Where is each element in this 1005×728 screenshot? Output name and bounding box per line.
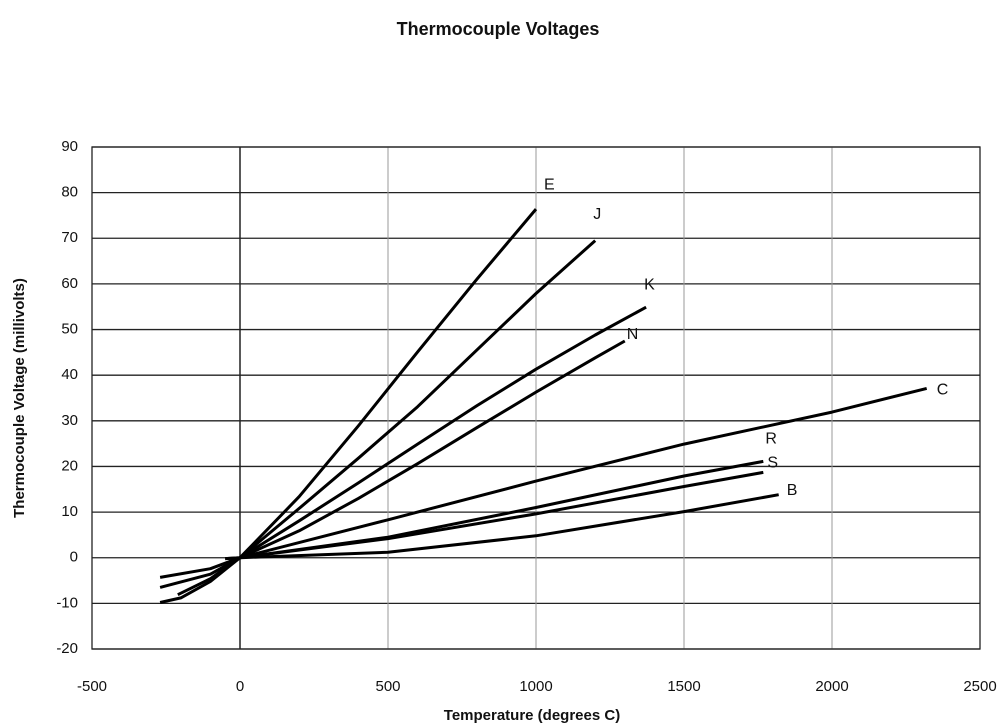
- series-label: C: [937, 382, 949, 399]
- series-label: R: [765, 431, 777, 448]
- series-label: E: [544, 176, 555, 193]
- x-tick-label: 1000: [519, 678, 552, 695]
- y-tick-label: -20: [56, 640, 78, 657]
- y-tick-label: 20: [61, 457, 78, 474]
- series-line: [239, 386, 928, 560]
- x-tick-label: 1500: [667, 678, 700, 695]
- x-axis-title: Temperature (degrees C): [444, 707, 620, 724]
- y-tick-label: 0: [70, 549, 78, 566]
- series-label: N: [627, 326, 639, 343]
- y-tick-label: 90: [61, 138, 78, 155]
- series-label: B: [787, 482, 798, 499]
- y-tick-label: 80: [61, 184, 78, 201]
- x-tick-label: 2500: [963, 678, 996, 695]
- series-line: [225, 459, 764, 561]
- series-label: S: [767, 455, 778, 472]
- y-tick-label: 70: [61, 229, 78, 246]
- y-tick-label: 10: [61, 503, 78, 520]
- y-tick-label: -10: [56, 594, 78, 611]
- series-label: J: [593, 206, 601, 223]
- x-tick-label: 500: [375, 678, 400, 695]
- series-line: [239, 493, 779, 560]
- plot-frame: [91, 146, 981, 650]
- series-line: [159, 208, 538, 604]
- series-line: [159, 339, 626, 579]
- y-tick-label: 60: [61, 275, 78, 292]
- y-axis-title: Thermocouple Voltage (millivolts): [11, 278, 28, 518]
- series-line: [177, 239, 597, 597]
- y-tick-label: 50: [61, 321, 78, 338]
- y-tick-label: 40: [61, 366, 78, 383]
- x-tick-label: 2000: [815, 678, 848, 695]
- x-tick-label: 0: [236, 678, 244, 695]
- chart-title: Thermocouple Voltages: [397, 19, 600, 39]
- x-tick-label: -500: [77, 678, 107, 695]
- series-label: K: [644, 276, 655, 293]
- y-tick-label: 30: [61, 412, 78, 429]
- series-line: [159, 305, 647, 589]
- series-line: [225, 470, 764, 561]
